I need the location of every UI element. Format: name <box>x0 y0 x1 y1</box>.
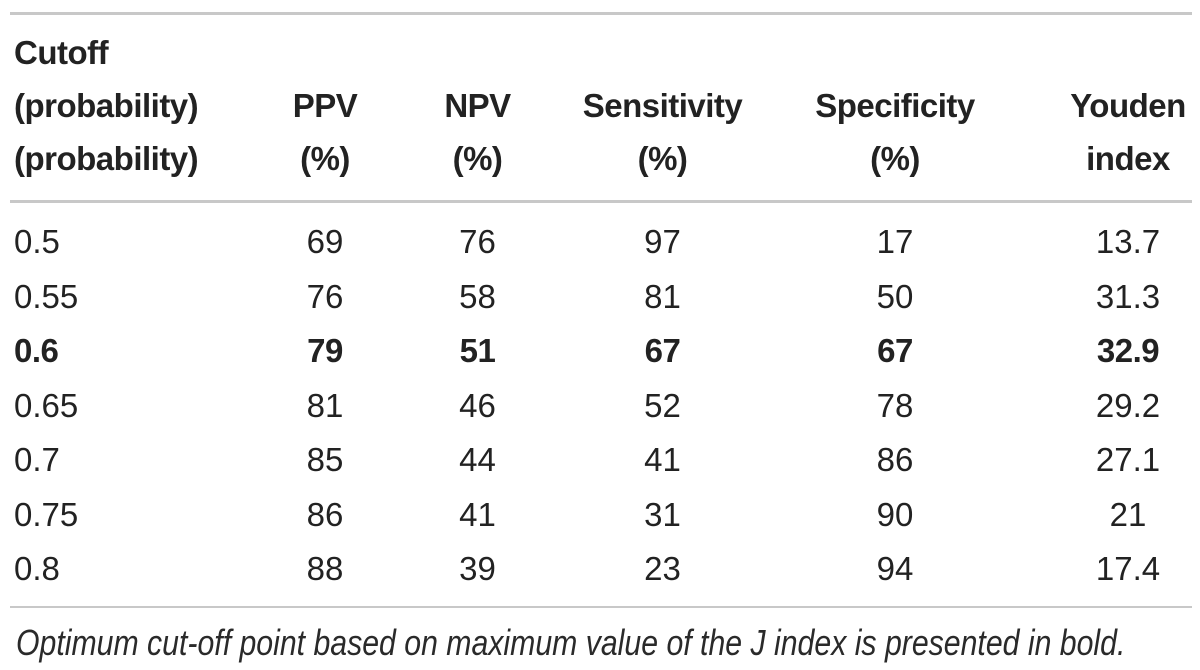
col-header-npv-unit: (%) <box>452 139 503 177</box>
cell-npv: 44 <box>459 441 496 479</box>
cell-npv: 39 <box>459 550 496 588</box>
col-header-sensitivity: Sensitivity <box>582 86 743 124</box>
cell-youden: 27.1 <box>1095 441 1161 479</box>
cell-ppv: 86 <box>306 495 344 533</box>
col-header-cutoff-sub2: (probability) <box>14 139 199 177</box>
cell-specificity: 86 <box>876 441 914 479</box>
col-header-youden-sub: index <box>1086 139 1170 177</box>
col-header-ppv-unit: (%) <box>300 139 350 177</box>
table-header: Cutoff (probability) PPV NPV Sensitivity… <box>0 26 1200 185</box>
footnote-text: Optimum cut-off point based on maximum v… <box>16 622 1126 663</box>
col-header-cutoff: Cutoff <box>14 33 109 71</box>
table-row: 0.8 88 39 23 94 17.4 <box>0 542 1200 597</box>
cell-cutoff: 0.5 <box>14 223 60 261</box>
cell-sensitivity: 23 <box>644 550 681 588</box>
col-header-sensitivity-unit: (%) <box>637 139 688 177</box>
table-row: 0.55 76 58 81 50 31.3 <box>0 270 1200 325</box>
cell-npv: 51 <box>459 332 496 370</box>
cell-npv: 46 <box>459 386 496 424</box>
cell-ppv: 69 <box>306 223 344 261</box>
col-header-specificity-unit: (%) <box>870 139 920 177</box>
cell-specificity: 50 <box>876 277 914 315</box>
cell-sensitivity: 52 <box>644 386 681 424</box>
cell-specificity: 17 <box>876 223 914 261</box>
cell-youden: 31.3 <box>1095 277 1161 315</box>
cell-specificity: 67 <box>877 332 913 370</box>
header-row-2: (probability) PPV NPV Sensitivity Specif… <box>0 79 1200 132</box>
table-row: 0.5 69 76 97 17 13.7 <box>0 215 1200 270</box>
cell-cutoff: 0.8 <box>14 550 60 588</box>
cell-youden: 17.4 <box>1095 550 1161 588</box>
table-row: 0.7 85 44 41 86 27.1 <box>0 433 1200 488</box>
col-header-specificity: Specificity <box>815 86 975 124</box>
col-header-youden: Youden <box>1070 86 1186 124</box>
cell-sensitivity: 31 <box>644 495 681 533</box>
cell-sensitivity: 81 <box>644 277 681 315</box>
table-row: 0.75 86 41 31 90 21 <box>0 488 1200 543</box>
cell-npv: 76 <box>459 223 496 261</box>
header-row-1: Cutoff <box>0 26 1200 79</box>
cell-cutoff: 0.75 <box>14 495 79 533</box>
col-header-npv: NPV <box>444 86 511 124</box>
header-rule <box>10 200 1192 203</box>
cell-ppv: 79 <box>307 332 343 370</box>
bottom-rule <box>10 606 1192 608</box>
cell-ppv: 76 <box>306 277 344 315</box>
cell-ppv: 85 <box>306 441 344 479</box>
cell-cutoff: 0.65 <box>14 386 79 424</box>
cell-specificity: 90 <box>876 495 914 533</box>
col-header-cutoff-sub: (probability) <box>14 86 199 124</box>
cell-specificity: 78 <box>876 386 914 424</box>
cell-npv: 41 <box>459 495 496 533</box>
cell-youden: 29.2 <box>1095 386 1161 424</box>
cell-youden: 32.9 <box>1096 332 1160 370</box>
cell-cutoff: 0.55 <box>14 277 79 315</box>
cell-sensitivity: 97 <box>644 223 681 261</box>
cell-ppv: 81 <box>306 386 344 424</box>
cell-cutoff: 0.7 <box>14 441 60 479</box>
table-row-optimum: 0.6 79 51 67 67 32.9 <box>0 324 1200 379</box>
cell-ppv: 88 <box>306 550 344 588</box>
cell-youden: 13.7 <box>1095 223 1161 261</box>
cell-cutoff: 0.6 <box>14 332 59 370</box>
table-row: 0.65 81 46 52 78 29.2 <box>0 379 1200 434</box>
top-rule <box>10 12 1192 15</box>
cell-sensitivity: 41 <box>644 441 681 479</box>
cell-specificity: 94 <box>876 550 914 588</box>
col-header-ppv: PPV <box>292 86 358 124</box>
table-body: 0.5 69 76 97 17 13.7 0.55 76 58 81 50 31… <box>0 215 1200 597</box>
cell-npv: 58 <box>459 277 496 315</box>
cell-youden: 21 <box>1109 495 1147 533</box>
header-row-3: (probability) (%) (%) (%) (%) index <box>0 132 1200 185</box>
cell-sensitivity: 67 <box>644 332 681 370</box>
